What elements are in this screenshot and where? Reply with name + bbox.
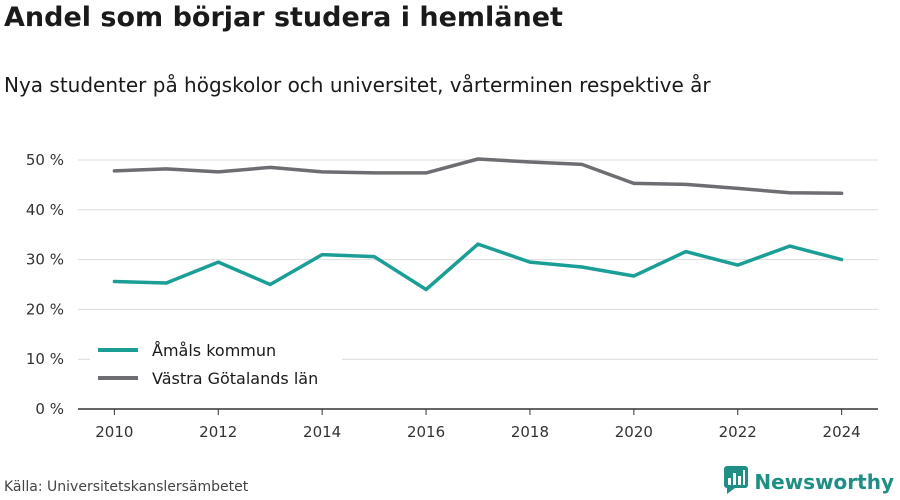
legend-label: Åmåls kommun [152,341,276,360]
x-tick-label: 2010 [95,423,133,441]
chart-subtitle: Nya studenter på högskolor och universit… [4,73,711,97]
y-tick-label: 20 % [26,300,64,318]
brand-logo: Newsworthy [724,466,894,498]
y-tick-label: 0 % [35,400,64,418]
legend: Åmåls kommun Västra Götalands län [90,338,342,396]
x-tick-label: 2024 [823,423,861,441]
x-tick-label: 2018 [511,423,549,441]
x-tick-label: 2016 [407,423,445,441]
x-tick-label: 2020 [615,423,653,441]
x-tick-label: 2014 [303,423,341,441]
series-lines [112,157,844,292]
x-tick-label: 2022 [719,423,757,441]
y-tick-label: 30 % [26,251,64,269]
series-line [112,242,844,292]
bar-chart-logo-icon [724,466,749,498]
x-tick-label: 2012 [199,423,237,441]
brand-name: Newsworthy [754,470,894,494]
source-note: Källa: Universitetskanslersämbetet [4,479,249,495]
y-tick-label: 10 % [26,350,64,368]
axes: 0 % 10 % 20 % 30 % 40 % 50 % 2010 2012 2014 2016 2… [26,151,878,441]
legend-background [90,338,342,396]
y-tick-label: 50 % [26,151,64,169]
y-tick-label: 40 % [26,201,64,219]
legend-label: Västra Götalands län [152,369,318,388]
series-line [112,157,844,196]
chart-title: Andel som börjar studera i hemlänet [4,2,563,33]
